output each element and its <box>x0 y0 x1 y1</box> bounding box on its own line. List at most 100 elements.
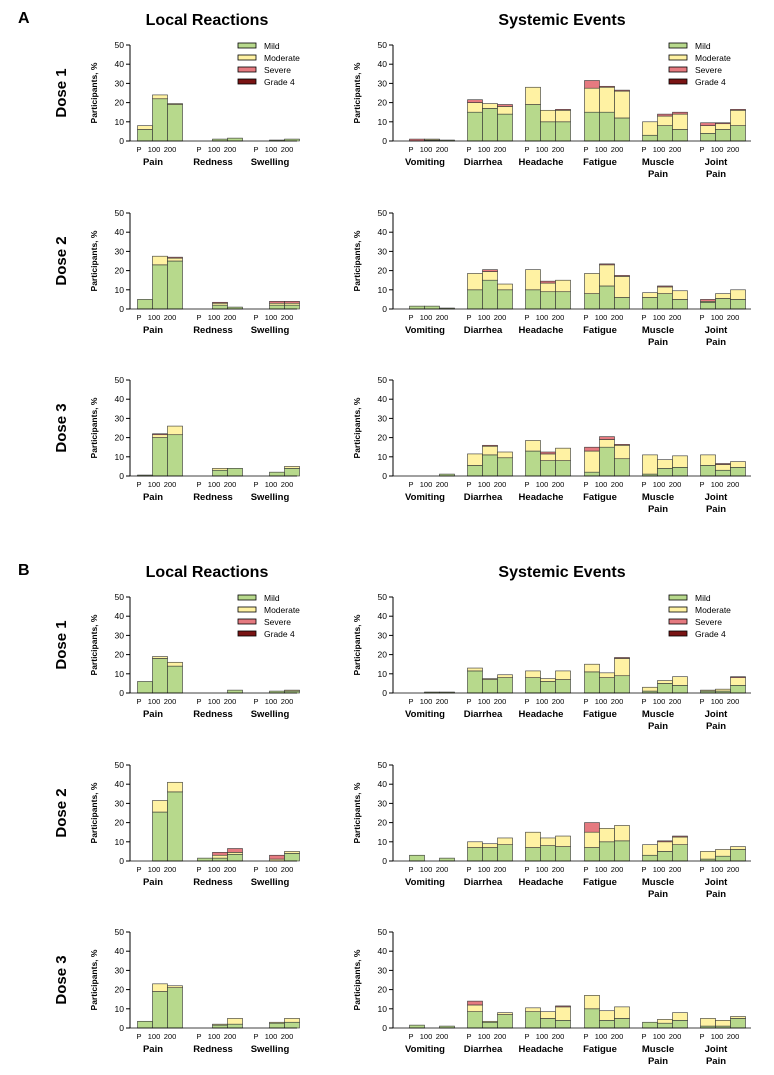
group-tick-label: 100 <box>208 1032 221 1041</box>
group-tick-label: 200 <box>281 145 294 154</box>
legend-swatch <box>237 630 257 637</box>
dose-label: Dose 2 <box>53 788 70 837</box>
legend-label: Grade 4 <box>695 77 726 87</box>
group-tick-label: 100 <box>265 313 278 322</box>
y-tick-label: 10 <box>378 452 388 462</box>
group-tick-label: 100 <box>478 480 491 489</box>
bar-segment-mild <box>137 681 153 694</box>
group-tick-label: 200 <box>494 1032 507 1041</box>
bar-segment-moderate <box>657 459 673 469</box>
bar-segment-mild <box>482 679 498 694</box>
bar-segment-mild <box>152 811 168 862</box>
legend-swatch <box>237 618 257 625</box>
legend-swatch <box>237 42 257 49</box>
legend-label: Severe <box>695 617 722 627</box>
bar-segment-mild <box>212 304 228 310</box>
group-tick-label: P <box>583 865 588 874</box>
group-tick-label: P <box>583 1032 588 1041</box>
bar-segment-mild <box>730 1018 746 1029</box>
category-label: Swelling <box>251 325 290 336</box>
y-tick-label: 10 <box>378 117 388 127</box>
group-tick-label: 200 <box>552 480 565 489</box>
y-tick-label: 30 <box>378 965 388 975</box>
y-tick-label: 10 <box>378 837 388 847</box>
category-label: Joint <box>705 877 729 888</box>
group-tick-label: P <box>641 480 646 489</box>
bar-segment-moderate <box>614 276 630 298</box>
y-tick-label: 30 <box>115 78 125 88</box>
group-tick-label: 100 <box>265 697 278 706</box>
category-label: Pain <box>143 877 163 888</box>
category-label: Headache <box>519 709 564 720</box>
bar-segment-severe <box>614 657 630 659</box>
bar-segment-moderate <box>152 255 168 266</box>
bar-segment-moderate <box>614 90 630 119</box>
group-tick-label: P <box>408 145 413 154</box>
bar-segment-moderate <box>730 289 746 300</box>
bar-segment-moderate <box>599 828 615 843</box>
group-tick-label: P <box>466 1032 471 1041</box>
bar-segment-moderate <box>657 1019 673 1024</box>
bar-segment-mild <box>614 1018 630 1029</box>
bar-segment-mild <box>730 125 746 142</box>
bar-segment-moderate <box>672 836 688 845</box>
bar-segment-moderate <box>525 269 541 291</box>
group-tick-label: P <box>136 313 141 322</box>
group-tick-label: 200 <box>552 145 565 154</box>
bar-segment-moderate <box>555 279 571 293</box>
category-label: Vomiting <box>405 709 445 720</box>
group-tick-label: 100 <box>595 480 608 489</box>
group-tick-label: 100 <box>595 1032 608 1041</box>
bar-segment-mild <box>700 301 716 310</box>
y-axis-label: Participants, % <box>352 230 362 291</box>
bar-segment-mild <box>497 1014 513 1029</box>
group-tick-label: P <box>196 480 201 489</box>
legend-swatch <box>668 606 688 613</box>
bar-segment-mild <box>497 289 513 310</box>
group-tick-label: 100 <box>653 697 666 706</box>
bar-segment-moderate <box>700 454 716 466</box>
category-label: Headache <box>519 492 564 503</box>
y-tick-label: 20 <box>378 433 388 443</box>
bar-segment-moderate <box>482 1020 498 1023</box>
group-tick-label: 200 <box>436 697 449 706</box>
group-tick-label: 200 <box>224 865 237 874</box>
bar-segment-moderate <box>599 439 615 448</box>
y-tick-label: 50 <box>378 927 388 937</box>
group-tick-label: 100 <box>265 480 278 489</box>
bar-segment-moderate <box>614 444 630 460</box>
bar-segment-mild <box>599 111 615 142</box>
group-tick-label: P <box>641 865 646 874</box>
bar-segment-moderate <box>599 86 615 113</box>
bar-segment-moderate <box>700 689 716 692</box>
category-label: Pain <box>648 1056 668 1067</box>
category-label: Diarrhea <box>464 157 503 168</box>
category-label: Redness <box>193 492 233 503</box>
bar-segment-mild <box>642 854 658 862</box>
category-label: Redness <box>193 325 233 336</box>
bar-segment-moderate <box>555 835 571 847</box>
bar-segment-mild <box>409 854 425 862</box>
bar-segment-moderate <box>700 1018 716 1027</box>
dose-label: Dose 2 <box>53 236 70 285</box>
category-label: Muscle <box>642 709 674 720</box>
group-tick-label: 200 <box>494 865 507 874</box>
y-tick-label: 40 <box>115 779 125 789</box>
bar-segment-mild <box>555 679 571 694</box>
category-label: Muscle <box>642 1044 674 1055</box>
bar-segment-mild <box>409 1024 425 1029</box>
bar-segment-moderate <box>715 1020 731 1027</box>
bar-segment-mild <box>152 991 168 1029</box>
bar-segment-severe <box>482 444 498 447</box>
category-label: Redness <box>193 709 233 720</box>
y-tick-label: 20 <box>115 985 125 995</box>
y-tick-label: 50 <box>115 375 125 385</box>
group-tick-label: 100 <box>653 313 666 322</box>
y-tick-label: 40 <box>378 611 388 621</box>
bar-segment-moderate <box>497 1012 513 1015</box>
category-label: Pain <box>648 721 668 732</box>
category-label: Muscle <box>642 877 674 888</box>
